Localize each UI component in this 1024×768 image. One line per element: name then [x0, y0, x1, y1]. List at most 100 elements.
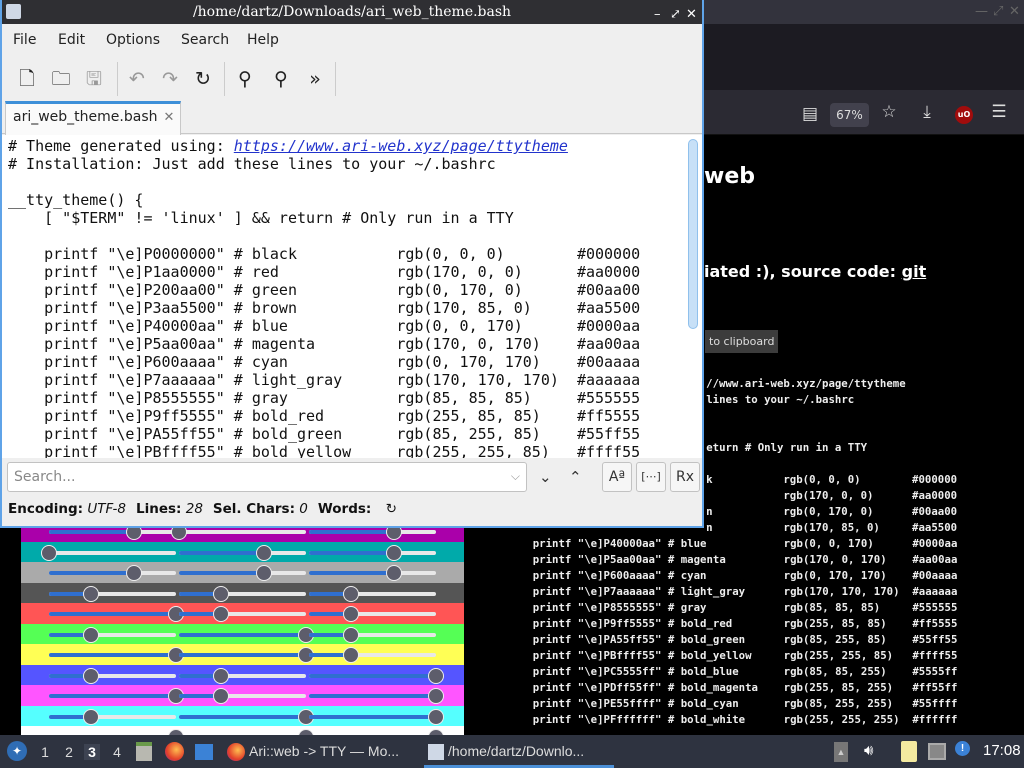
slider-thumb[interactable] — [213, 688, 230, 704]
slider-thumb[interactable] — [343, 647, 360, 663]
slider-thumb[interactable] — [255, 565, 272, 581]
blue-slider[interactable] — [309, 688, 444, 704]
downloads-icon[interactable]: ⤓ — [923, 102, 931, 122]
slider-thumb[interactable] — [125, 565, 142, 581]
green-slider[interactable] — [179, 647, 314, 663]
browser-minimize-button[interactable]: — — [975, 4, 988, 19]
eject-icon[interactable]: ▲ — [834, 742, 848, 762]
green-slider[interactable] — [179, 626, 314, 643]
copy-to-clipboard-button[interactable]: to clipboard — [705, 330, 779, 353]
undo-icon[interactable]: ↶ — [129, 68, 145, 90]
slider-thumb[interactable] — [213, 667, 230, 684]
reader-view-icon[interactable]: ▤ — [801, 104, 819, 124]
menu-edit[interactable]: Edit — [58, 32, 86, 48]
vertical-scrollbar[interactable] — [688, 139, 698, 329]
reload-icon[interactable]: ↻ — [195, 68, 211, 90]
firefox-launcher-icon[interactable] — [165, 742, 184, 761]
new-file-icon[interactable]: 🗋 — [19, 68, 35, 90]
open-folder-icon[interactable]: 🗀 — [51, 68, 71, 90]
green-slider[interactable] — [179, 565, 306, 581]
slider-thumb[interactable] — [255, 544, 272, 561]
red-slider[interactable] — [49, 647, 184, 663]
workspace-4[interactable]: 4 — [113, 744, 121, 760]
red-slider[interactable] — [49, 565, 176, 581]
whole-word-button[interactable]: [⋯] — [636, 462, 666, 492]
red-slider[interactable] — [49, 585, 176, 602]
git-link[interactable]: git — [901, 262, 927, 281]
slider-thumb[interactable] — [385, 544, 402, 561]
maximize-button[interactable]: ⤢ — [670, 7, 681, 22]
red-slider[interactable] — [49, 688, 184, 704]
tab-close-icon[interactable]: ✕ — [163, 110, 175, 125]
search-input[interactable]: Search... ⌵ — [7, 462, 527, 492]
green-slider[interactable] — [179, 606, 306, 622]
blue-slider[interactable] — [309, 544, 436, 561]
find-next-icon[interactable]: ⌄ — [539, 468, 552, 486]
match-case-button[interactable]: Aª — [602, 462, 632, 492]
task-firefox[interactable]: Ari::web -> TTY — Mo... — [223, 735, 419, 768]
blue-slider[interactable] — [309, 647, 436, 663]
blue-slider[interactable] — [309, 524, 436, 540]
volume-icon[interactable]: 🔊︎ — [864, 742, 874, 759]
slider-thumb[interactable] — [41, 544, 57, 561]
find-replace-icon[interactable]: ⚲ — [274, 68, 288, 90]
slider-thumb[interactable] — [83, 708, 100, 725]
green-slider[interactable] — [179, 544, 306, 561]
blue-slider[interactable] — [309, 585, 436, 602]
blue-slider[interactable] — [309, 708, 444, 725]
menu-help[interactable]: Help — [247, 32, 279, 48]
slider-thumb[interactable] — [385, 565, 402, 581]
green-slider[interactable] — [179, 708, 314, 725]
hamburger-menu-icon[interactable]: ☰ — [991, 102, 1007, 122]
green-slider[interactable] — [179, 585, 306, 602]
close-button[interactable]: ✕ — [686, 7, 697, 22]
red-slider[interactable] — [49, 524, 176, 540]
more-tools-icon[interactable]: » — [309, 68, 321, 90]
chevron-down-icon[interactable]: ⌵ — [510, 469, 520, 483]
minimize-button[interactable]: – — [654, 7, 661, 22]
slider-thumb[interactable] — [428, 688, 444, 704]
red-slider[interactable] — [41, 544, 176, 561]
file-manager-icon[interactable] — [136, 742, 152, 761]
blue-slider[interactable] — [309, 667, 444, 684]
slider-thumb[interactable] — [213, 585, 230, 602]
desktop-icon[interactable] — [195, 744, 213, 760]
tab-ari-web-theme[interactable]: ari_web_theme.bash ✕ — [5, 101, 181, 135]
slider-thumb[interactable] — [83, 626, 100, 643]
start-menu-icon[interactable]: ✦ — [7, 741, 27, 761]
blue-slider[interactable] — [309, 565, 436, 581]
network-icon[interactable] — [928, 743, 946, 760]
slider-thumb[interactable] — [83, 667, 100, 684]
menu-options[interactable]: Options — [106, 32, 161, 48]
workspace-1[interactable]: 1 — [41, 744, 49, 760]
find-previous-icon[interactable]: ⌃ — [569, 468, 582, 486]
theme-url-link[interactable]: https://www.ari-web.xyz/page/ttytheme — [233, 137, 568, 155]
workspace-3[interactable]: 3 — [84, 744, 100, 760]
red-slider[interactable] — [49, 626, 176, 643]
slider-thumb[interactable] — [428, 708, 444, 725]
notification-icon[interactable]: ! — [955, 741, 970, 756]
green-slider[interactable] — [171, 524, 306, 540]
ublock-origin-icon[interactable]: uO — [955, 106, 973, 124]
refresh-word-count-icon[interactable]: ↻ — [385, 501, 397, 517]
green-slider[interactable] — [179, 667, 306, 684]
text-area[interactable]: # Theme generated using: https://www.ari… — [2, 135, 702, 458]
slider-thumb[interactable] — [343, 626, 360, 643]
blue-slider[interactable] — [309, 626, 436, 643]
slider-thumb[interactable] — [343, 606, 360, 622]
find-icon[interactable]: ⚲ — [238, 68, 252, 90]
slider-thumb[interactable] — [343, 585, 360, 602]
slider-thumb[interactable] — [428, 667, 444, 684]
clipboard-icon[interactable] — [901, 741, 917, 762]
slider-thumb[interactable] — [83, 585, 100, 602]
red-slider[interactable] — [49, 606, 184, 622]
red-slider[interactable] — [49, 667, 176, 684]
task-editor[interactable]: /home/dartz/Downlo... — [424, 735, 614, 768]
browser-maximize-button[interactable]: ⤢ — [993, 4, 1004, 19]
slider-thumb[interactable] — [213, 606, 230, 622]
browser-close-button[interactable]: ✕ — [1009, 4, 1020, 19]
zoom-level-button[interactable]: 67% — [830, 103, 869, 127]
redo-icon[interactable]: ↷ — [162, 68, 178, 90]
save-icon[interactable]: 🖫 — [85, 68, 103, 90]
green-slider[interactable] — [179, 688, 306, 704]
